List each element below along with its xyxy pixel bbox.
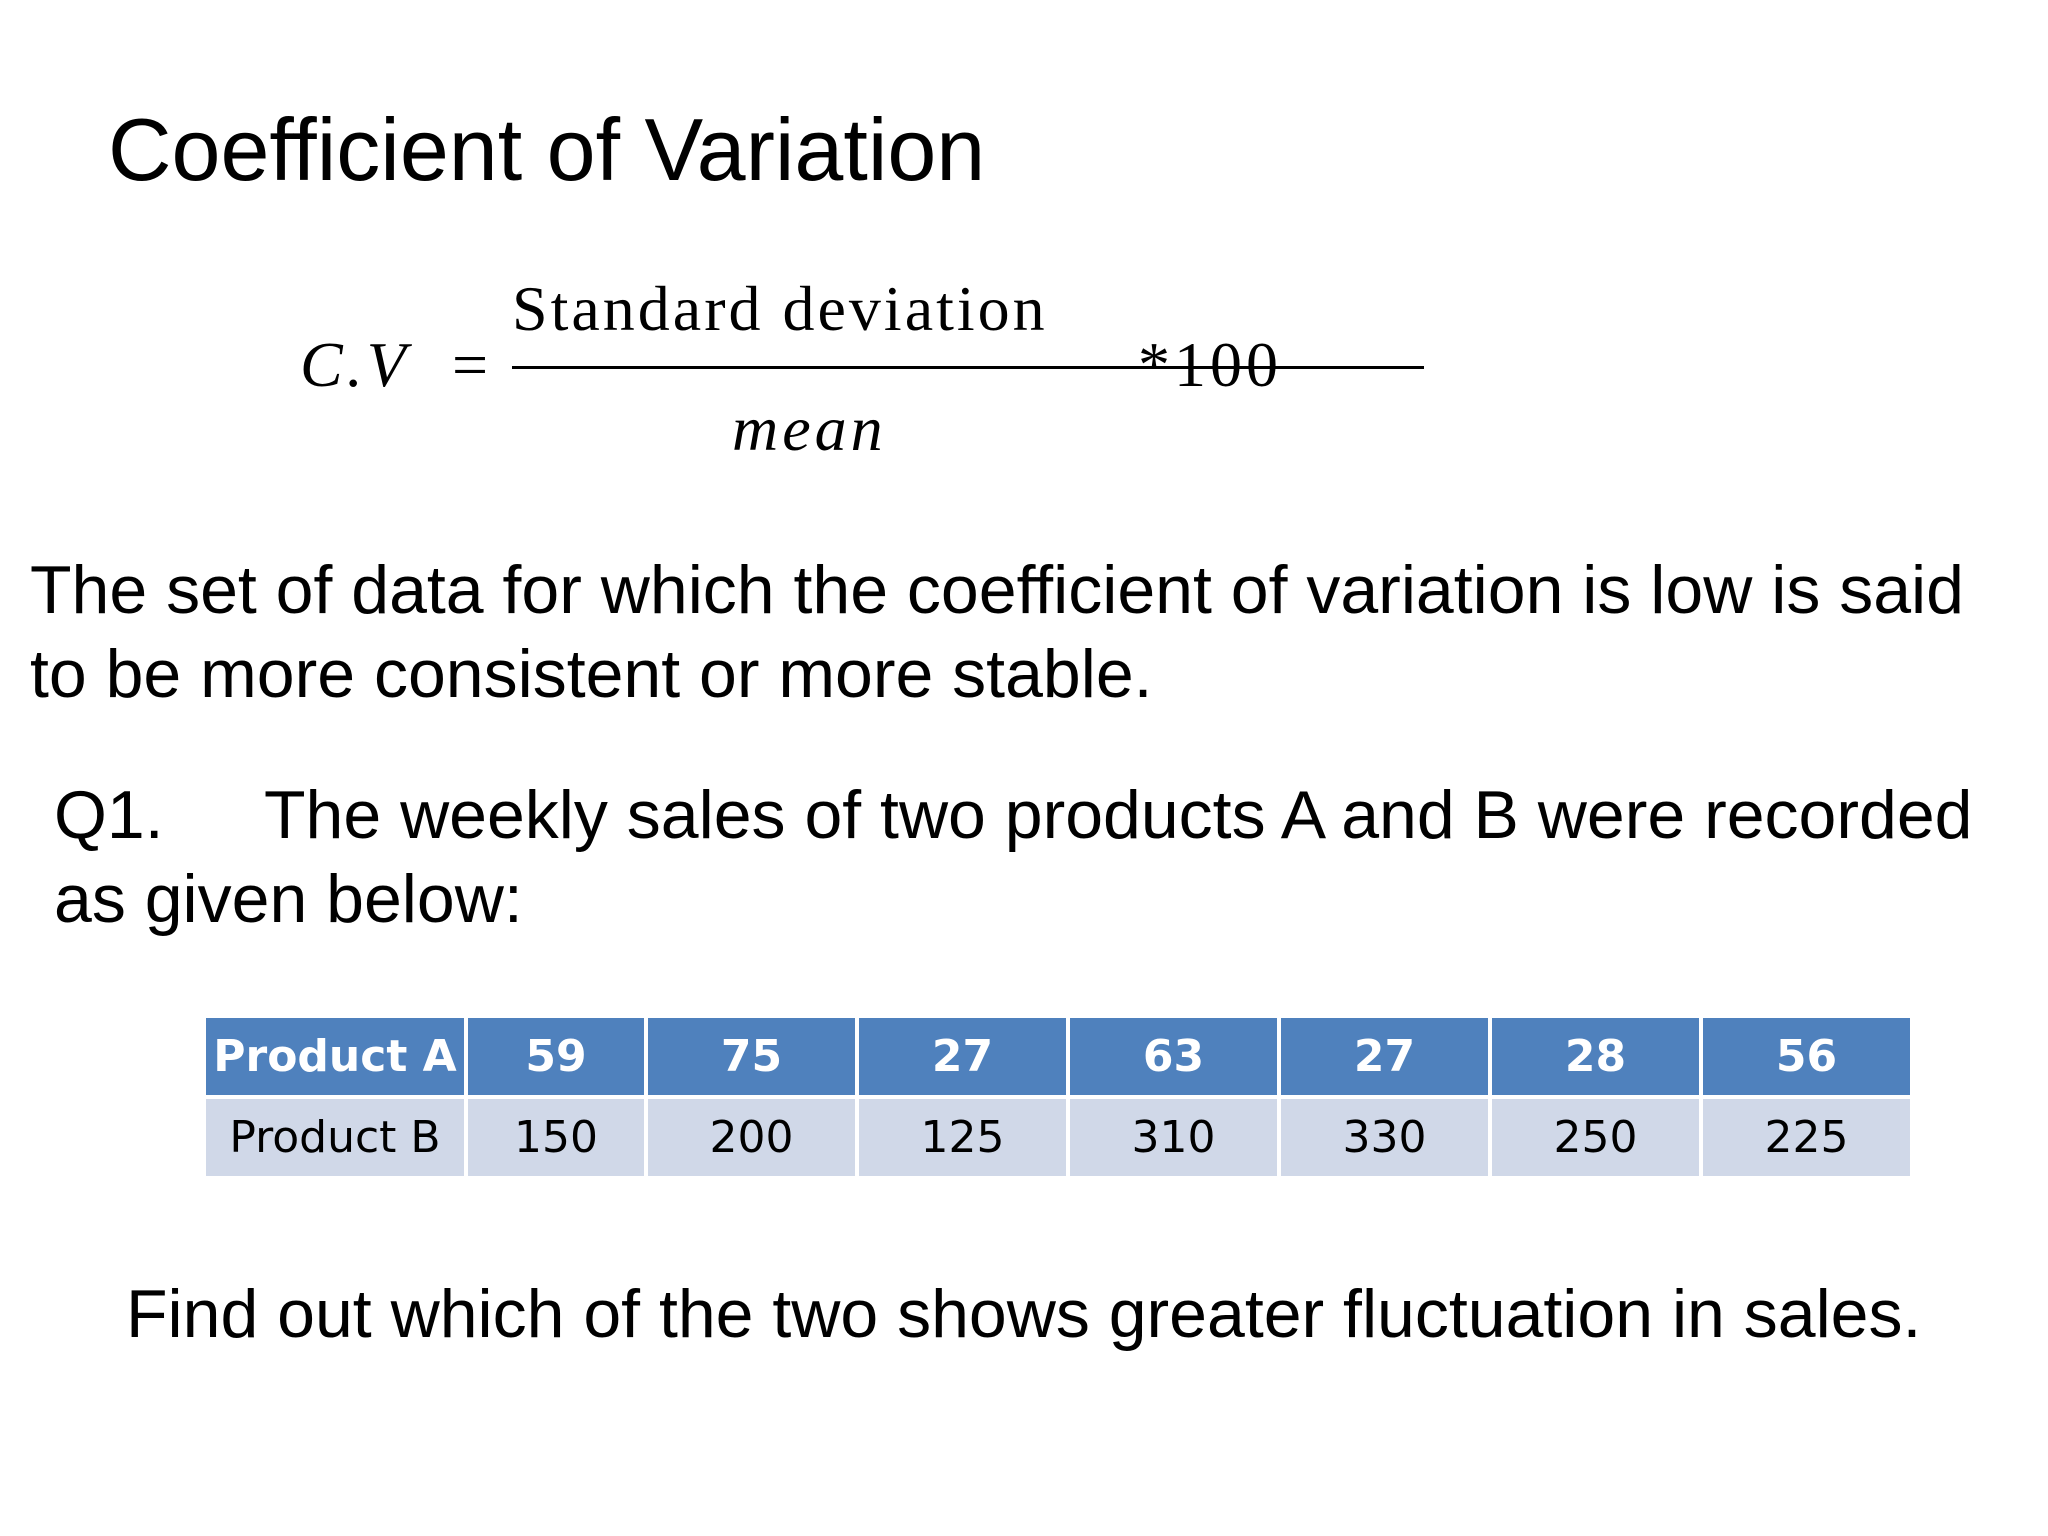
table-cell: 56 [1703, 1018, 1910, 1095]
table-cell: 310 [1070, 1099, 1277, 1176]
table-cell: 250 [1492, 1099, 1699, 1176]
table-cell: 225 [1703, 1099, 1910, 1176]
cv-formula: C.V = Standard deviation mean *100 [300, 270, 1424, 470]
table-cell: 200 [648, 1099, 855, 1176]
formula-numerator: Standard deviation [512, 273, 1048, 344]
question-line-2: as given below: [54, 861, 523, 937]
task-paragraph: Find out which of the two shows greater … [126, 1276, 1922, 1352]
definition-line-2: to be more consistent or more stable. [30, 636, 1153, 712]
question-text: The weekly sales of two products A and B… [264, 777, 1973, 853]
table-row-product-b: Product B 150 200 125 310 330 250 225 [206, 1099, 1910, 1176]
formula-multiplier: *100 [1138, 329, 1282, 400]
table-cell: 150 [468, 1099, 644, 1176]
table-cell: 330 [1281, 1099, 1488, 1176]
table-cell: 75 [648, 1018, 855, 1095]
question-paragraph: Q1. The weekly sales of two products A an… [54, 773, 1972, 941]
sales-table: Product A 59 75 27 63 27 28 56 Product B… [202, 1014, 1914, 1180]
table-cell: 63 [1070, 1018, 1277, 1095]
table-cell: 59 [468, 1018, 644, 1095]
definition-line-1: The set of data for which the coefficien… [30, 552, 1964, 628]
slide-title: Coefficient of Variation [108, 100, 986, 199]
fraction-bar [512, 366, 1424, 369]
table-cell: 27 [859, 1018, 1066, 1095]
table-cell: 28 [1492, 1018, 1699, 1095]
row-label: Product A [206, 1018, 464, 1095]
question-label: Q1. [54, 777, 164, 853]
table-cell: 27 [1281, 1018, 1488, 1095]
table-cell: 125 [859, 1099, 1066, 1176]
question-line-1: Q1. The weekly sales of two products A an… [54, 773, 1972, 857]
table-row-product-a: Product A 59 75 27 63 27 28 56 [206, 1018, 1910, 1095]
row-label: Product B [206, 1099, 464, 1176]
formula-equals-sign: = [452, 329, 489, 400]
formula-lhs: C.V [300, 329, 410, 400]
definition-paragraph: The set of data for which the coefficien… [30, 548, 1964, 716]
formula-denominator: mean [732, 393, 887, 464]
